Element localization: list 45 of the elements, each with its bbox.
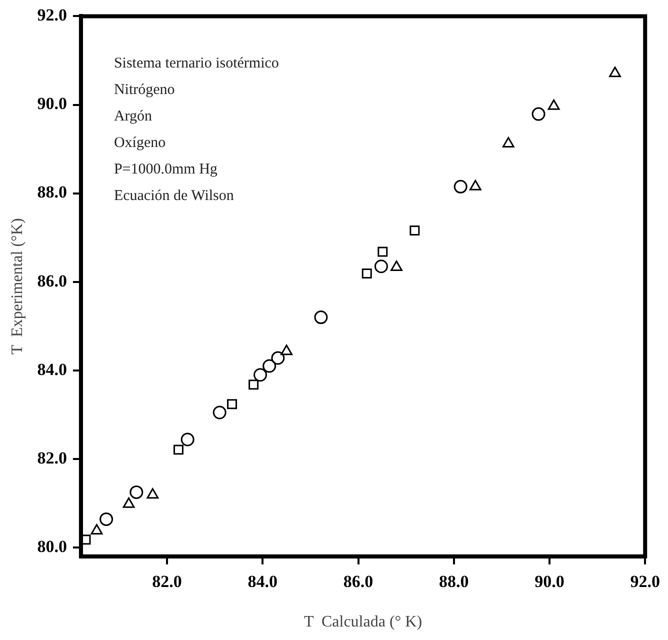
point — [378, 246, 388, 257]
point — [253, 368, 267, 382]
x-tick-label: 88.0 — [439, 572, 469, 591]
point — [609, 66, 621, 78]
point — [280, 344, 292, 356]
annotation: Sistema ternario isotérmico — [114, 56, 279, 72]
point — [212, 406, 226, 420]
y-tick-label: 80.0 — [37, 536, 67, 556]
point — [130, 485, 144, 499]
point — [146, 488, 159, 499]
annotation: Argón — [114, 108, 153, 125]
point — [173, 444, 184, 455]
point — [180, 432, 194, 446]
point — [227, 399, 238, 410]
point — [248, 380, 259, 390]
y-tick-label: 92.0 — [37, 6, 67, 25]
point — [374, 260, 388, 274]
x-tick-label: 86.0 — [343, 572, 374, 591]
point — [454, 180, 468, 194]
point — [390, 260, 402, 272]
point — [314, 310, 328, 324]
point — [410, 226, 420, 236]
x-tick-label: 90.0 — [534, 572, 564, 591]
point — [262, 359, 276, 373]
point — [362, 268, 372, 278]
y-axis-title: T Experimental (°K) — [8, 218, 26, 354]
y-tick-label: 90.0 — [37, 94, 67, 114]
y-tick-label: 86.0 — [37, 271, 67, 290]
y-tick-label: 82.0 — [37, 448, 67, 468]
x-axis-title: T Calculada (° K) — [304, 614, 422, 631]
y-tick-label: 84.0 — [37, 360, 67, 379]
x-tick-label: 84.0 — [248, 572, 278, 591]
point — [271, 351, 285, 365]
x-tick-label: 82.0 — [152, 572, 182, 591]
annotation: P=1000.0mm Hg — [114, 162, 218, 178]
annotation: Nitrógeno — [114, 82, 175, 98]
annotation: Ecuación de Wilson — [114, 188, 234, 204]
y-tick-label: 88.0 — [37, 182, 67, 202]
point — [548, 99, 560, 110]
point — [532, 107, 546, 121]
x-tick-label: 92.0 — [630, 572, 660, 591]
annotation: Oxígeno — [114, 135, 166, 152]
point — [502, 136, 514, 148]
point — [469, 180, 482, 190]
point — [100, 512, 114, 526]
